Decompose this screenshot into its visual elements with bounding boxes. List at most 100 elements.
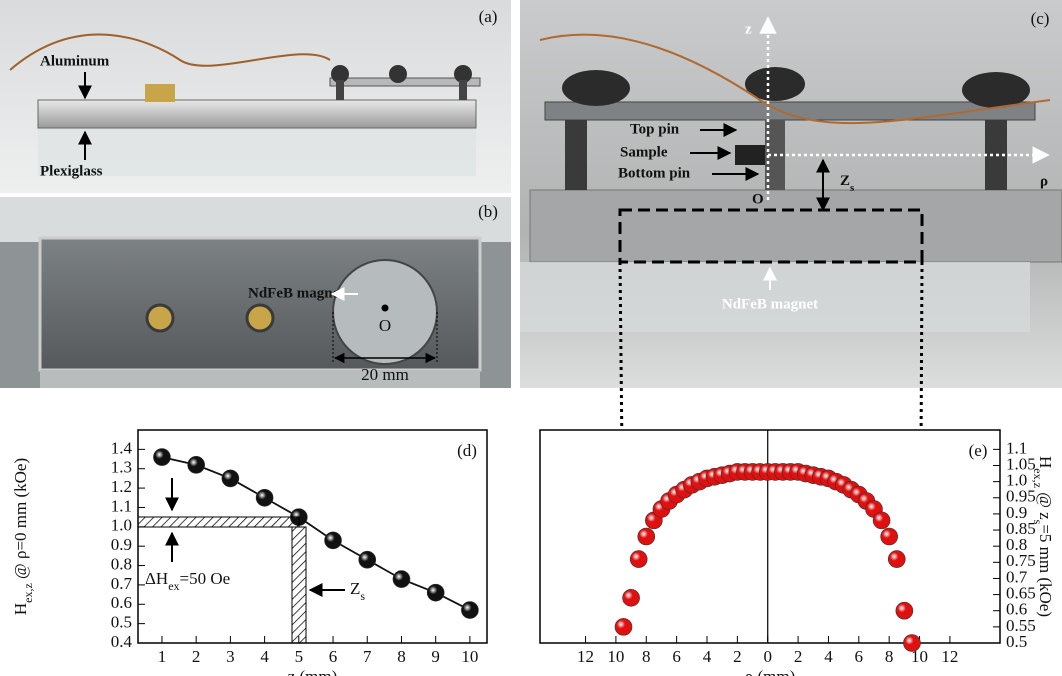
annotation: Bottom pin	[618, 165, 691, 181]
y-tick-label: 1.1	[111, 496, 132, 515]
text: =5 mm (kOe)	[1036, 524, 1055, 617]
y-axis-title: Hex,z @ zs=5 mm (kOe)	[1031, 456, 1055, 617]
annotation: 20 mm	[361, 365, 409, 384]
text: H	[11, 603, 30, 615]
data-point	[392, 570, 411, 588]
text: @ z	[1036, 488, 1055, 520]
x-tick-label: 4	[703, 647, 712, 666]
y-tick-label: 0.8	[111, 554, 132, 573]
x-axis-title: ρ (mm)	[745, 667, 796, 676]
x-tick-label: 7	[363, 647, 372, 666]
x-tick-label: 5	[295, 647, 304, 666]
data-point	[872, 511, 891, 530]
panel-label: (d)	[457, 441, 477, 460]
data-point	[895, 601, 914, 620]
panel-label: (a)	[479, 7, 498, 26]
y-tick-label: 0.95	[1006, 487, 1036, 506]
annotation: ρ	[1040, 173, 1048, 189]
annotation: NdFeB magnet	[248, 285, 344, 301]
x-tick-label: 6	[855, 647, 864, 666]
annotation: O	[379, 316, 391, 335]
panel-label: (c)	[1031, 9, 1050, 28]
annotation: ΔHex=50 Oe	[145, 569, 230, 593]
x-tick-label: 6	[672, 647, 681, 666]
data-point	[629, 550, 648, 568]
plot-frame	[539, 429, 1001, 644]
annotation: Plexiglass	[40, 163, 103, 179]
data-point	[637, 527, 656, 546]
x-tick-label: 12	[941, 647, 958, 666]
panel-label: (b)	[478, 202, 498, 221]
data-point	[903, 634, 921, 652]
annotation: Aluminum	[40, 53, 110, 69]
y-tick-label: 0.9	[1006, 503, 1027, 522]
y-tick-label: 0.5	[111, 613, 132, 632]
x-tick-label: 8	[885, 647, 894, 666]
x-tick-label: 10	[461, 647, 478, 666]
annotation: Top pin	[630, 121, 680, 137]
annotation: Zs	[840, 173, 855, 193]
y-tick-label: 0.6	[111, 593, 132, 612]
y-tick-label: 0.7	[111, 574, 133, 593]
x-tick-label: 1	[158, 647, 167, 666]
y-tick-label: 0.85	[1006, 519, 1036, 538]
x-tick-label: 8	[397, 647, 406, 666]
x-tick-label: 2	[794, 647, 803, 666]
annotation: z	[745, 21, 752, 37]
x-tick-label: 4	[260, 647, 269, 666]
y-tick-label: 1.0	[111, 516, 132, 535]
data-point	[461, 601, 479, 619]
annotation: Zs	[350, 579, 365, 603]
text: H	[1036, 456, 1055, 468]
annotation: NdFeB magnet	[722, 296, 818, 312]
data-point	[614, 618, 633, 636]
data-point	[358, 550, 377, 569]
data-point	[255, 488, 274, 507]
x-tick-label: 3	[226, 647, 235, 666]
y-tick-label: 0.65	[1006, 583, 1036, 602]
x-tick-label: 8	[642, 647, 651, 666]
x-tick-label: 4	[824, 647, 833, 666]
hatch-annotation	[137, 478, 345, 644]
y-tick-label: 1.05	[1006, 454, 1036, 473]
y-tick-label: 0.75	[1006, 551, 1036, 570]
photo-c: (c) z ρ Top pin Sample Bottom pin O NdFe…	[520, 0, 1062, 388]
y-tick-label: 0.7	[1006, 567, 1028, 586]
y-tick-label: 0.4	[111, 632, 133, 651]
data-line	[161, 456, 471, 611]
y-tick-label: 1.0	[1006, 471, 1027, 490]
data-point	[426, 583, 445, 602]
y-tick-label: 0.5	[1006, 632, 1027, 651]
photo-a: (a) Aluminum Plexiglass	[0, 0, 511, 193]
data-point	[887, 550, 906, 568]
x-tick-label: 2	[733, 647, 742, 666]
y-tick-label: 1.2	[111, 477, 132, 496]
subscript: ex,z	[1031, 468, 1045, 488]
y-tick-label: 0.55	[1006, 616, 1036, 635]
photo-b: (b) NdFeB magnet O 20 mm	[0, 197, 511, 388]
y-tick-label: 0.9	[111, 535, 132, 554]
data-point	[622, 589, 640, 607]
x-tick-label: 12	[577, 647, 594, 666]
data-point	[324, 531, 342, 550]
x-tick-label: 9	[431, 647, 440, 666]
y-axis-title: Hex,z @ ρ=0 mm (kOe)	[11, 458, 35, 615]
y-tick-label: 0.6	[1006, 600, 1027, 619]
x-axis-title: z (mm)	[288, 667, 338, 676]
x-tick-label: 0	[763, 647, 772, 666]
x-tick-label: 6	[329, 647, 338, 666]
text: @ ρ=0 mm (kOe)	[11, 458, 30, 583]
subscript: s	[1031, 520, 1045, 525]
data-point	[880, 527, 898, 546]
y-tick-label: 0.8	[1006, 535, 1027, 554]
y-tick-label: 1.1	[1006, 438, 1027, 457]
subscript: ex,z	[21, 583, 35, 603]
panel-label: (e)	[969, 441, 988, 460]
x-tick-label: 10	[607, 647, 624, 666]
x-tick-label: 10	[911, 647, 928, 666]
y-tick-label: 1.3	[111, 458, 132, 477]
annotation: O	[752, 191, 764, 207]
y-tick-label: 1.4	[111, 438, 133, 457]
data-point	[153, 448, 171, 466]
